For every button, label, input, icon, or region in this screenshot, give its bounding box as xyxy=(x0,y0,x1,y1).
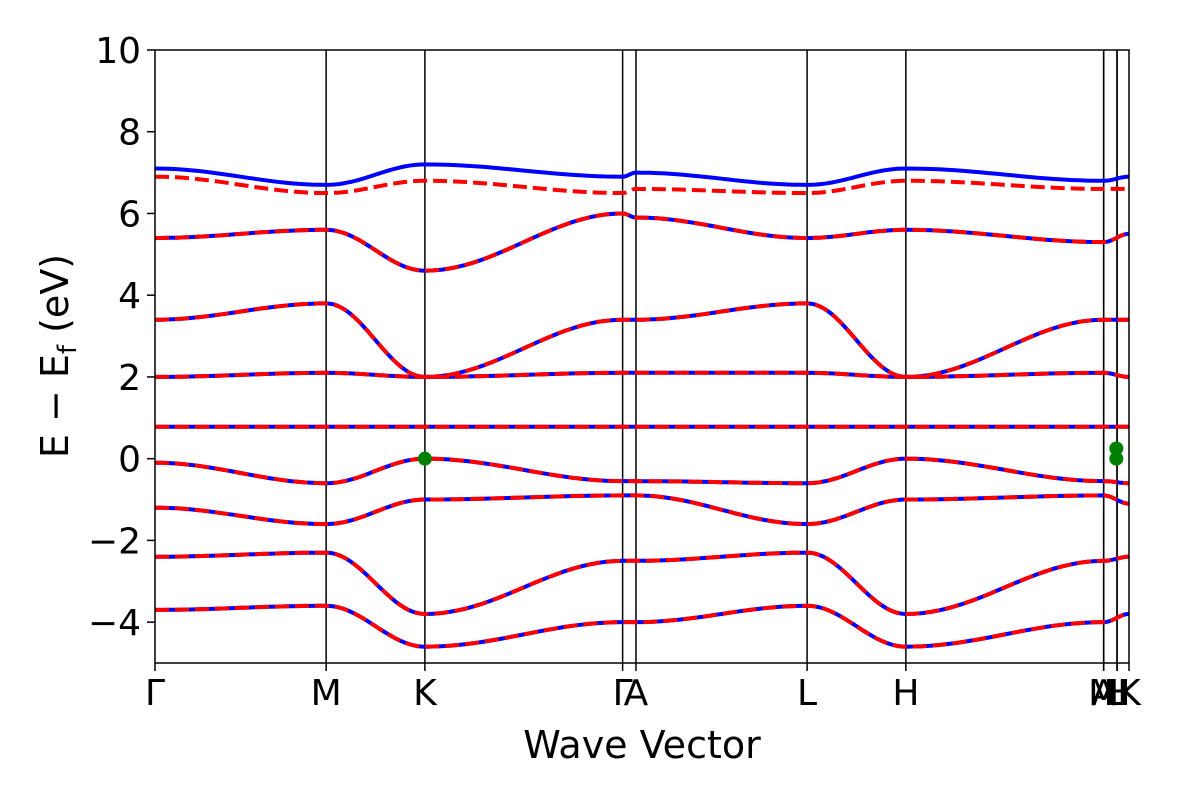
x-tick-label: K xyxy=(413,673,438,714)
fermi-marker xyxy=(417,451,432,466)
y-tick-label: 0 xyxy=(118,440,141,481)
band-line-dashed xyxy=(155,550,1129,617)
y-tick-label: −4 xyxy=(88,603,141,644)
x-axis-label: Wave Vector xyxy=(523,723,761,767)
band-lines xyxy=(155,162,1129,649)
y-axis-label: E − Ef (eV) xyxy=(33,254,83,458)
fermi-markers xyxy=(417,441,1124,466)
x-tick-label: A xyxy=(1091,673,1116,714)
x-tick-label: L xyxy=(797,673,817,714)
y-tick-label: 6 xyxy=(118,194,141,235)
y-axis-label-main: E − E xyxy=(33,354,77,458)
x-tick-label: H xyxy=(892,673,919,714)
band-line-dashed xyxy=(155,456,1129,486)
x-tick-label: M xyxy=(1088,673,1119,714)
x-tick-label: L xyxy=(1107,673,1127,714)
band-line-dashed xyxy=(155,211,1129,273)
x-tick-label: K xyxy=(1117,673,1142,714)
x-tick-label: Γ xyxy=(145,673,165,714)
y-tick-label: 4 xyxy=(118,276,141,317)
y-tick-label: 10 xyxy=(95,31,141,72)
y-tick-label: 2 xyxy=(118,358,141,399)
band-line-dashed xyxy=(155,301,1129,379)
band-line-dashed xyxy=(155,174,1129,195)
x-tick-label: M xyxy=(311,673,342,714)
x-tick-label: H xyxy=(1103,673,1130,714)
x-tick-label: A xyxy=(624,673,649,714)
fermi-marker xyxy=(1109,451,1124,466)
y-axis-label-unit: (eV) xyxy=(33,254,77,345)
band-line-dashed xyxy=(155,603,1129,649)
y-axis-label-subscript: f xyxy=(53,344,83,354)
band-line-dashed xyxy=(155,493,1129,527)
plot-frame xyxy=(154,49,1130,664)
x-tick-label: Γ xyxy=(613,673,633,714)
y-tick-label: −2 xyxy=(88,521,141,562)
y-axis-ticks: −4 −2 0 2 4 6 8 10 xyxy=(88,31,155,644)
band-line-solid xyxy=(155,162,1129,187)
y-tick-label: 8 xyxy=(118,113,141,154)
band-line-dashed xyxy=(155,370,1129,379)
fermi-marker xyxy=(1109,441,1124,456)
